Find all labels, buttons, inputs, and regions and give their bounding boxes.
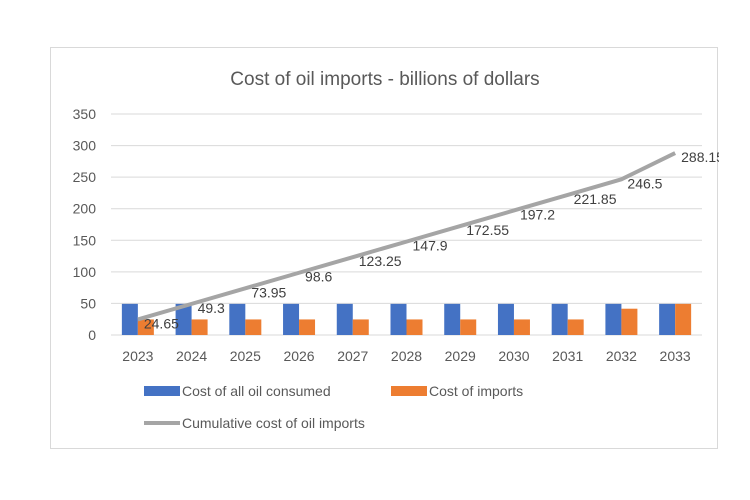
x-tick-label: 2027 (337, 348, 368, 364)
bar-imports (299, 319, 316, 335)
y-tick-label: 250 (73, 169, 97, 185)
y-tick-label: 350 (73, 106, 97, 122)
bar-all-oil-consumed (175, 303, 192, 335)
bar-all-oil-consumed (390, 303, 407, 335)
bar-all-oil-consumed (283, 303, 300, 335)
bar-imports (406, 319, 423, 335)
data-label: 24.65 (144, 315, 179, 331)
legend-swatch-all-oil (144, 386, 180, 396)
bar-imports (460, 319, 477, 335)
bar-all-oil-consumed (336, 303, 353, 335)
bar-all-oil-consumed (605, 303, 622, 335)
y-tick-label: 100 (73, 264, 97, 280)
y-tick-label: 150 (73, 232, 97, 248)
bar-all-oil-consumed (121, 303, 138, 335)
x-tick-label: 2025 (230, 348, 261, 364)
x-tick-label: 2030 (498, 348, 529, 364)
legend-label-cumulative: Cumulative cost of oil imports (182, 415, 365, 431)
y-tick-label: 200 (73, 201, 97, 217)
x-axis-ticks: 2023 2024 2025 2026 2027 2028 2029 2030 2031 2032… (122, 348, 691, 364)
y-axis-ticks: 0 50 100 150 200 250 300 350 (73, 106, 97, 343)
gridlines (111, 113, 702, 336)
x-tick-label: 2024 (176, 348, 207, 364)
y-tick-label: 0 (88, 327, 96, 343)
bar-imports (137, 319, 154, 335)
data-label: 221.85 (574, 191, 617, 207)
cumulative-line (137, 151, 677, 322)
data-label: 197.2 (520, 206, 555, 222)
bar-all-oil-consumed (551, 303, 568, 335)
y-tick-label: 50 (80, 295, 96, 311)
bar-imports (675, 303, 692, 335)
bar-all-oil-consumed (229, 303, 246, 335)
data-label: 73.95 (251, 284, 286, 300)
bar-all-oil-consumed (497, 303, 514, 335)
chart-area: Cost of oil imports - billions of dollar… (50, 47, 719, 449)
y-tick-label: 300 (73, 138, 97, 154)
bar-imports (191, 319, 208, 335)
x-tick-label: 2029 (445, 348, 476, 364)
bar-all-oil-consumed (444, 303, 461, 335)
bars (121, 303, 692, 335)
x-tick-label: 2023 (122, 348, 153, 364)
data-label: 49.3 (198, 300, 225, 316)
data-label: 172.55 (466, 222, 509, 238)
chart-title: Cost of oil imports - billions of dollar… (230, 69, 539, 90)
bar-imports (245, 319, 262, 335)
bar-all-oil-consumed (659, 303, 676, 335)
x-tick-label: 2033 (660, 348, 691, 364)
bar-imports (567, 319, 584, 335)
x-tick-label: 2028 (391, 348, 422, 364)
data-label: 147.9 (413, 238, 448, 254)
data-label: 123.25 (359, 253, 402, 269)
chart-svg: Cost of oil imports - billions of dollar… (73, 69, 719, 431)
x-tick-label: 2026 (283, 348, 314, 364)
data-labels: 24.65 49.3 73.95 98.6 123.25 147.9 172.55 197.2… (144, 149, 719, 331)
x-tick-label: 2032 (606, 348, 637, 364)
bar-imports (513, 319, 530, 335)
x-tick-label: 2031 (552, 348, 583, 364)
legend-label-imports: Cost of imports (429, 383, 523, 399)
data-label: 288.15 (681, 149, 719, 165)
legend-label-all-oil: Cost of all oil consumed (182, 383, 331, 399)
data-label: 246.5 (627, 175, 662, 191)
bar-imports (352, 319, 369, 335)
legend: Cost of all oil consumed Cost of imports C… (144, 383, 523, 431)
data-label: 98.6 (305, 269, 332, 285)
bar-imports (621, 308, 638, 335)
cumulative-line-path (137, 151, 677, 322)
legend-swatch-imports (391, 386, 427, 396)
